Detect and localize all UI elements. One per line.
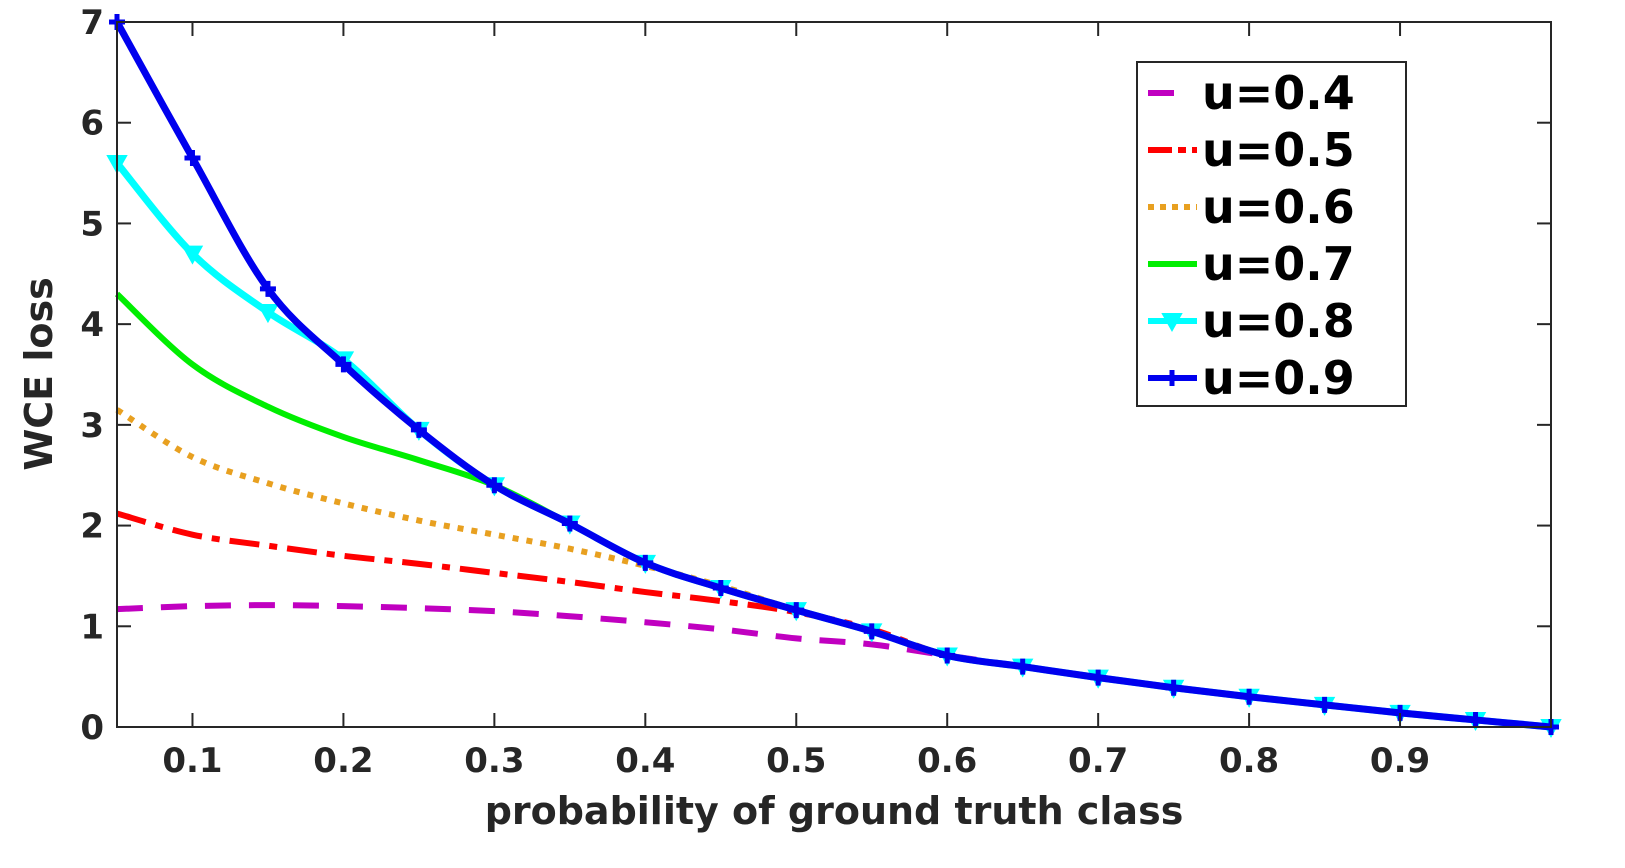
plot-frame bbox=[116, 21, 1552, 728]
x-tick-label: 0.2 bbox=[313, 741, 373, 781]
data-point bbox=[1165, 679, 1182, 696]
x-tick-label: 0.7 bbox=[1068, 741, 1128, 781]
data-point bbox=[486, 477, 503, 494]
x-tick-label: 0.3 bbox=[464, 741, 524, 781]
data-point bbox=[1241, 688, 1258, 705]
y-tick-label: 3 bbox=[80, 406, 104, 446]
legend-entry-u-0-6: u=0.6 bbox=[1148, 180, 1355, 234]
legend-label: u=0.7 bbox=[1202, 237, 1355, 291]
series-line bbox=[115, 407, 1552, 730]
data-point bbox=[1316, 696, 1333, 713]
x-tick-label: 0.8 bbox=[1219, 741, 1279, 781]
data-point bbox=[561, 515, 578, 532]
data-point bbox=[184, 149, 201, 166]
y-axis-label: WCE loss bbox=[17, 277, 61, 470]
data-point bbox=[410, 421, 427, 438]
data-point bbox=[712, 580, 729, 597]
x-axis-label: probability of ground truth class bbox=[485, 789, 1184, 833]
ticks-layer: 0.1 0.2 0.3 0.4 0.5 0.6 0.7 0.8 0.9 0 1 2 3 4 5 6 7 bbox=[80, 3, 1551, 781]
data-point bbox=[335, 356, 352, 373]
y-tick-label: 4 bbox=[80, 305, 104, 345]
legend-label: u=0.8 bbox=[1202, 294, 1355, 348]
data-point bbox=[259, 280, 276, 297]
data-point bbox=[1090, 669, 1107, 686]
legend-label: u=0.4 bbox=[1202, 66, 1355, 120]
data-point bbox=[181, 245, 204, 265]
data-point bbox=[637, 554, 654, 571]
data-point bbox=[939, 647, 956, 664]
series-layer bbox=[106, 14, 1562, 739]
y-tick-label: 2 bbox=[80, 507, 104, 547]
data-point bbox=[1014, 658, 1031, 675]
legend-label: u=0.6 bbox=[1202, 180, 1355, 234]
legend-box bbox=[1136, 61, 1407, 407]
y-tick-label: 1 bbox=[80, 607, 104, 647]
y-tick-label: 6 bbox=[80, 104, 104, 144]
series-u-0-6 bbox=[115, 407, 1552, 730]
data-point bbox=[788, 602, 805, 619]
legend-entry-u-0-9: u=0.9 bbox=[1148, 351, 1355, 405]
x-tick-label: 0.4 bbox=[615, 741, 675, 781]
data-point bbox=[257, 304, 279, 324]
legend-entry-u-0-4: u=0.4 bbox=[1148, 66, 1355, 120]
legend-entry-u-0-5: u=0.5 bbox=[1148, 123, 1355, 177]
x-tick-label: 0.1 bbox=[162, 741, 222, 781]
legend-label: u=0.5 bbox=[1202, 123, 1355, 177]
legend: u=0.4u=0.5u=0.6u=0.7u=0.8u=0.9 bbox=[1136, 61, 1407, 407]
legend-marker bbox=[1161, 313, 1183, 333]
y-tick-label: 5 bbox=[80, 204, 104, 244]
x-tick-label: 0.5 bbox=[766, 741, 826, 781]
y-tick-label: 7 bbox=[80, 3, 104, 43]
data-point bbox=[863, 623, 880, 640]
x-tick-label: 0.9 bbox=[1370, 741, 1430, 781]
legend-marker bbox=[1164, 370, 1180, 386]
data-point bbox=[1467, 711, 1484, 728]
legend-entry-u-0-8: u=0.8 bbox=[1148, 294, 1355, 348]
y-tick-label: 0 bbox=[80, 708, 104, 748]
legend-label: u=0.9 bbox=[1202, 351, 1355, 405]
legend-entry-u-0-7: u=0.7 bbox=[1148, 237, 1355, 291]
x-tick-label: 0.6 bbox=[917, 741, 977, 781]
